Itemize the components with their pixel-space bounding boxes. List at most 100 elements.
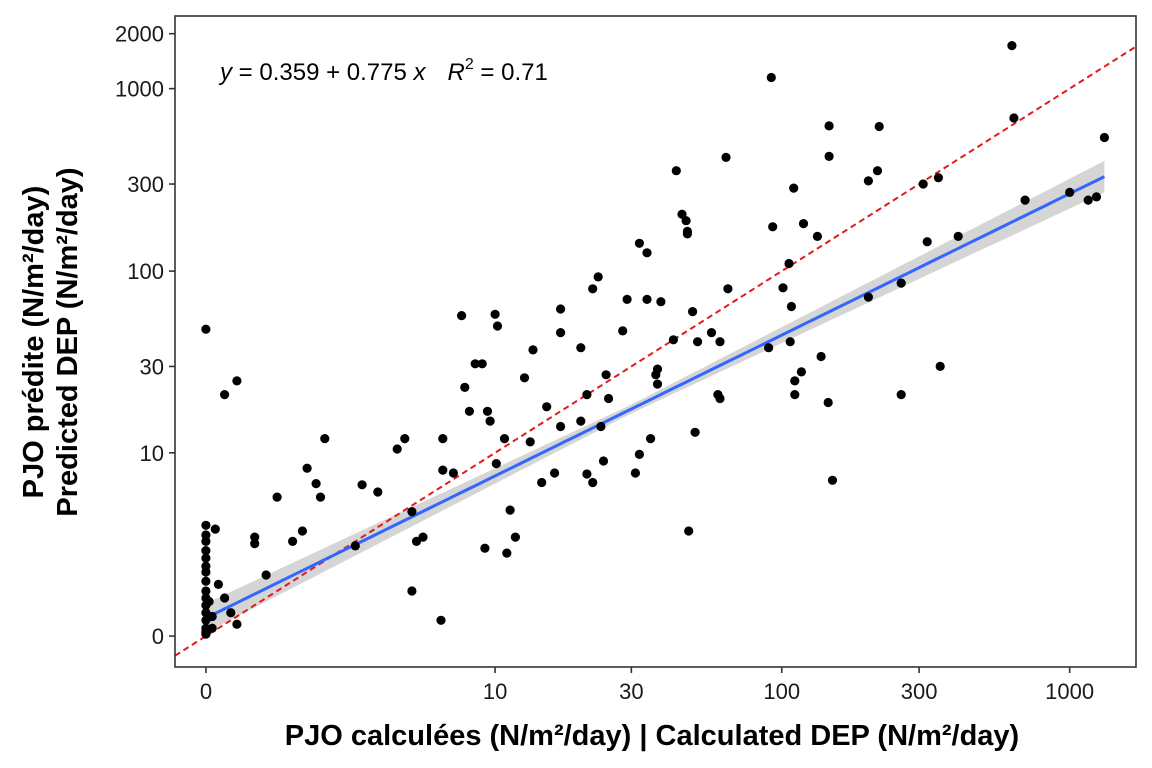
data-point (201, 530, 211, 540)
data-point (537, 477, 547, 488)
data-point (953, 231, 963, 241)
data-point (723, 284, 733, 294)
data-point (693, 337, 703, 347)
data-point (618, 326, 628, 336)
data-point (213, 579, 223, 590)
equation-r-value: = 0.71 (474, 59, 548, 86)
data-point (768, 222, 778, 232)
data-point (201, 629, 211, 639)
data-point (668, 335, 679, 345)
data-point (634, 238, 645, 248)
plot-border (174, 15, 1137, 668)
data-point (933, 173, 944, 183)
data-point (789, 183, 799, 193)
data-point (220, 390, 230, 400)
data-point (232, 619, 242, 629)
data-point (634, 449, 645, 459)
data-point (1083, 195, 1093, 205)
data-point (350, 541, 360, 551)
data-point (598, 456, 609, 466)
data-point (588, 284, 598, 294)
data-point (556, 328, 566, 338)
y-tick-label: 1000 (115, 77, 164, 102)
data-point (201, 324, 211, 334)
data-point (542, 402, 552, 412)
y-tick-label: 100 (127, 259, 164, 284)
data-point (438, 434, 448, 444)
data-point (392, 444, 402, 454)
data-point (715, 393, 725, 404)
data-point (874, 121, 884, 132)
data-point (373, 487, 383, 497)
data-point (261, 570, 271, 580)
data-point (400, 434, 410, 444)
data-point (671, 166, 681, 176)
data-point (201, 520, 211, 530)
data-point (652, 364, 663, 374)
equation-equals: = (232, 59, 259, 86)
data-point (505, 505, 515, 515)
data-point (896, 278, 906, 288)
data-point (823, 397, 833, 408)
data-point (588, 477, 598, 488)
x-tick-label: 300 (901, 679, 938, 704)
x-axis-ticks: 0 10 30 100 300 1000 (200, 667, 1094, 704)
data-point (201, 546, 211, 556)
data-point (682, 229, 693, 239)
equation-y-var: y (218, 59, 234, 86)
data-point (448, 468, 458, 478)
data-point (630, 468, 641, 478)
data-point (1020, 195, 1030, 205)
equation-r-superscript: 2 (465, 56, 474, 73)
regression-equation: y = 0.359 + 0.775 x R2 = 0.71 (218, 56, 548, 86)
data-point (576, 343, 586, 353)
x-tick-label: 100 (763, 679, 800, 704)
data-point (485, 416, 495, 426)
data-point (201, 536, 211, 547)
data-point (922, 237, 932, 247)
data-point (935, 361, 945, 371)
data-point (1007, 41, 1017, 51)
data-point (407, 507, 417, 517)
data-point (499, 434, 510, 444)
data-point (250, 539, 260, 549)
data-point (918, 179, 928, 189)
data-point (798, 219, 809, 229)
x-tick-label: 1000 (1045, 679, 1094, 704)
data-point (482, 406, 493, 416)
data-point (272, 492, 282, 502)
data-point (407, 586, 417, 596)
data-point (863, 292, 874, 302)
data-point (896, 390, 906, 400)
y-tick-label: 0 (152, 624, 164, 649)
data-point (528, 345, 538, 355)
data-point (525, 437, 535, 447)
data-point (250, 532, 260, 542)
x-axis-title: PJO calculées (N/m²/day) | Calculated DE… (285, 720, 1019, 752)
data-point (201, 567, 211, 577)
data-point (311, 479, 321, 489)
data-point (812, 231, 823, 241)
data-point (642, 248, 652, 258)
data-point (207, 623, 217, 633)
data-point (418, 532, 428, 542)
data-point (863, 176, 874, 186)
y-tick-label: 300 (127, 172, 164, 197)
data-point (582, 469, 592, 479)
data-point (684, 526, 694, 536)
data-point (201, 576, 211, 586)
data-point (411, 536, 422, 547)
data-point (226, 608, 236, 618)
x-tick-label: 30 (619, 679, 643, 704)
y-axis-title-line1: PJO prédite (N/m²/day) (18, 186, 50, 499)
data-point (464, 406, 474, 416)
data-point (790, 390, 800, 400)
data-point (288, 536, 298, 547)
data-point (492, 321, 503, 331)
y-tick-label: 2000 (115, 22, 164, 47)
data-point (438, 465, 448, 475)
equation-r-var: R (448, 59, 465, 86)
data-point (622, 294, 632, 304)
data-points (201, 41, 1109, 639)
data-point (436, 615, 446, 625)
